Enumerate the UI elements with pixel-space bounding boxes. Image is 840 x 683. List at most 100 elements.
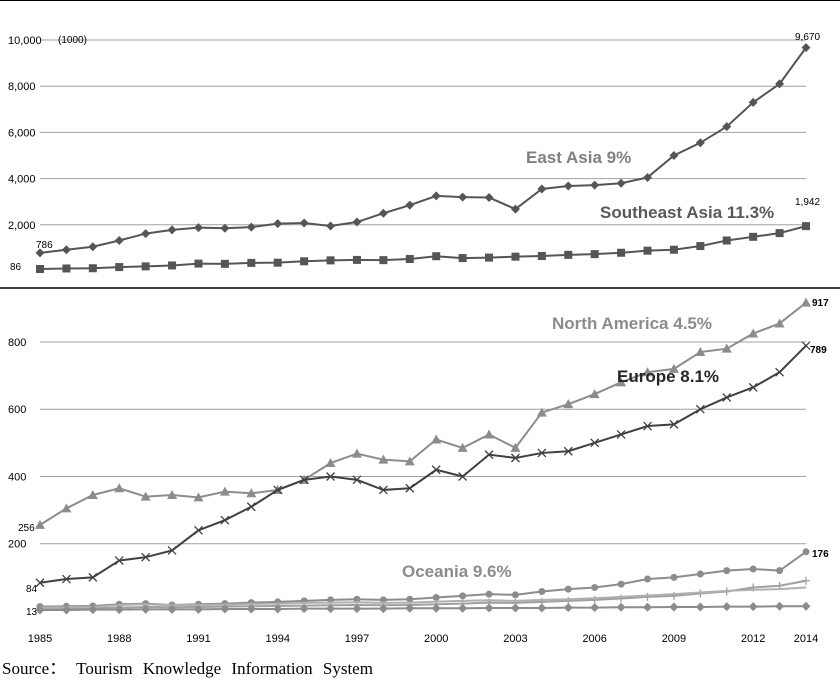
bottom-series-point [695,602,705,612]
top-series-point [88,242,98,252]
bottom-series-point [141,552,151,562]
bottom-series-point [431,603,441,613]
bottom-y-tick-label: 400 [8,471,26,483]
bottom-series-point [670,573,678,581]
bottom-series-point [510,453,520,463]
bottom-start-label: 84 [26,584,38,595]
bottom-series-point [432,594,440,602]
top-series-point [802,222,810,231]
top-series-point [141,262,150,271]
bottom-series-point [88,605,98,615]
bottom-series-point [378,604,388,614]
top-series-point [405,254,414,263]
bottom-series-point [695,404,705,414]
top-series-point [643,172,653,182]
top-y-tick-label: 10,000 [8,35,42,47]
bottom-series-label: Europe 8.1% [617,367,719,386]
bottom-series-point [563,446,573,456]
x-tick-label: 1985 [28,633,52,645]
bottom-series-point [458,472,468,481]
bottom-series-point [563,399,574,409]
bottom-y-tick-label: 800 [8,337,26,349]
bottom-series-point [510,442,521,452]
bottom-series-point [325,458,336,468]
bottom-series-point [431,465,441,475]
top-series-point [669,245,678,254]
bottom-series-point [193,492,204,502]
bottom-end-label: 176 [812,549,829,560]
bottom-series-point [590,603,600,613]
bottom-series-point [801,341,811,351]
top-series-point [775,229,784,238]
bottom-series-point [61,605,71,615]
bottom-series-point [299,475,309,485]
bottom-series-point [220,515,230,525]
top-y-tick-label: 6,000 [8,127,36,139]
bottom-series-point [61,574,71,584]
top-series-point [220,259,229,268]
bottom-series-point [802,548,810,556]
bottom-series-point [616,429,626,439]
bottom-series-point [563,603,573,613]
bottom-series-point [802,576,810,585]
top-series-point [300,257,309,266]
bottom-series-point [219,486,230,496]
bottom-series-point [459,592,467,600]
bottom-series-point [326,604,336,614]
top-series-point [643,246,652,255]
bottom-end-label: 917 [812,298,829,309]
bottom-series-point [35,578,45,588]
top-series-point [722,236,731,245]
top-series-point [722,122,732,132]
x-tick-label: 1988 [107,633,131,645]
top-start-label: 86 [10,262,22,273]
top-series-point [669,151,679,160]
top-y-tick-label: 2,000 [8,220,36,232]
bottom-series-label: Oceania 9.6% [402,562,512,581]
top-series-point [36,265,44,274]
bottom-series-point [326,472,336,481]
bottom-series-point [644,575,652,583]
x-tick-label: 2014 [794,633,818,645]
top-series-point [748,97,758,107]
top-series-point [563,181,573,191]
x-tick-label: 1997 [345,633,369,645]
top-series-point [405,200,415,210]
bottom-series-point [167,546,177,555]
bottom-series-point [485,590,493,598]
bottom-series-point [510,603,520,613]
bottom-series-point [404,456,415,466]
bottom-series-point [801,601,811,611]
bottom-series-point [431,434,442,444]
bottom-start-label: 13 [26,607,38,618]
bottom-series-point [457,442,468,452]
top-series-point [510,204,520,214]
top-series-point [61,245,71,255]
bottom-series-point [405,603,415,613]
top-series-point [273,258,282,267]
bottom-series-line [39,344,807,584]
bottom-series-point [140,491,151,501]
bottom-y-tick-label: 200 [8,539,26,551]
bottom-series-point [776,567,784,575]
top-unit-note: (1000) [58,35,87,46]
top-series-point [485,253,494,262]
top-series-point [696,242,705,251]
bottom-series-point [61,503,72,513]
bottom-series-point [669,419,679,429]
bottom-series-point [87,489,98,499]
x-tick-label: 1994 [265,633,289,645]
top-series-point [458,254,467,263]
bottom-series-point [114,605,124,615]
bottom-series-point [484,429,495,439]
bottom-series-point [353,595,361,603]
bottom-series-point [536,407,547,417]
bottom-series-point [379,596,387,604]
bottom-start-label: 256 [18,523,35,534]
x-tick-label: 2012 [741,633,765,645]
top-series-point [352,255,361,264]
bottom-series-point [167,489,178,499]
bottom-series-point [458,603,468,613]
bottom-series-point [246,604,256,614]
bottom-series-point [35,519,45,529]
